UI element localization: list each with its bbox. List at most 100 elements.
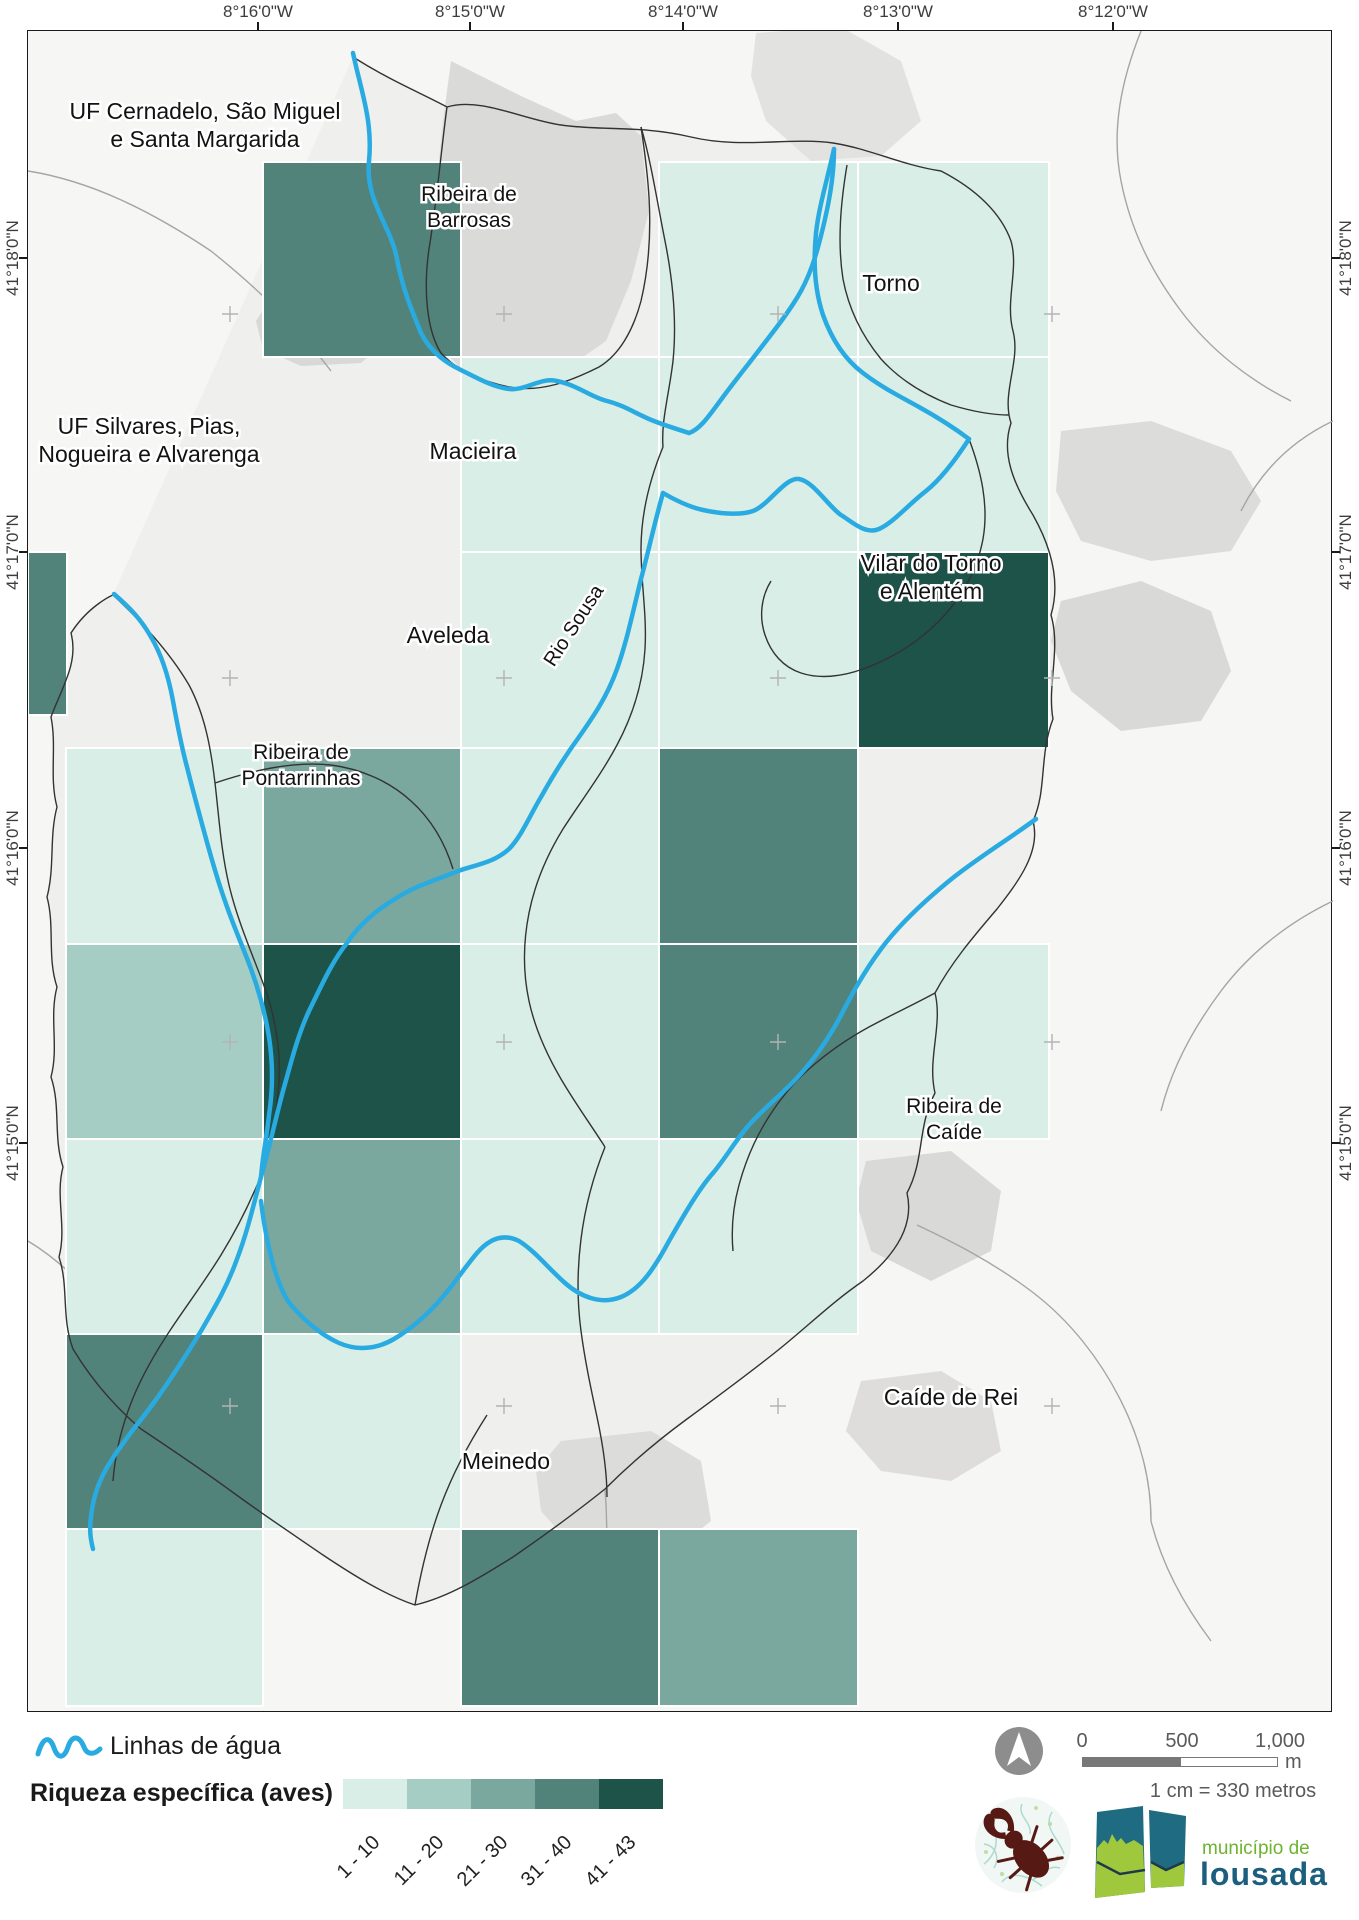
river-line [87, 490, 666, 1552]
latitude-tick [19, 1142, 27, 1144]
grid-cell-1-10 [65, 1138, 264, 1335]
place-label: Aveleda [407, 622, 490, 648]
scalebar-unit: m [1285, 1751, 1302, 1773]
grid-cell-21-30 [262, 1138, 462, 1335]
water-lines-label: Linhas de água [110, 1732, 281, 1760]
grid-cell-21-30 [658, 1528, 859, 1707]
longitude-tick [682, 22, 684, 30]
north-arrow-icon [995, 1727, 1043, 1775]
legend-class-label: 1 - 10 [332, 1831, 385, 1884]
place-label: Macieira [430, 438, 517, 464]
legend-class-label: 41 - 43 [580, 1831, 641, 1891]
grid-cell-1-10 [460, 747, 660, 945]
place-label: Ribeira de [421, 183, 517, 206]
latitude-tick [19, 551, 27, 553]
longitude-tick [897, 22, 899, 30]
longitude-tick [469, 22, 471, 30]
parish-boundary-line [414, 1414, 488, 1606]
place-label: Ribeira de [253, 741, 349, 764]
graticule-cross [1044, 670, 1060, 686]
parish-boundary-line [839, 164, 1010, 416]
latitude-tick [1332, 551, 1340, 553]
legend-swatch-3 [471, 1779, 535, 1809]
place-label: Pontarrinhas [241, 767, 360, 790]
legend-class-label: 21 - 30 [452, 1831, 513, 1891]
grid-cell-1-10 [857, 161, 1050, 358]
river-line [812, 146, 972, 442]
longitude-label: 8°12'0"W [1078, 2, 1148, 21]
graticule-cross [770, 670, 786, 686]
terrain-patch [846, 1371, 1001, 1481]
municipality-logo-text-large: lousada [1200, 1856, 1328, 1892]
latitude-tick [1332, 847, 1340, 849]
river-line [660, 436, 972, 533]
graticule-cross [1044, 306, 1060, 322]
graticule-cross [222, 1034, 238, 1050]
place-label: Vilar do Torno [860, 550, 1001, 576]
place-label: Barrosas [427, 209, 511, 232]
graticule-cross [496, 1398, 512, 1414]
place-label: Nogueira e Alvarenga [38, 441, 259, 467]
grid-cell-1-10 [658, 356, 859, 553]
water-line-sample [35, 1735, 103, 1759]
river-line [111, 591, 275, 1180]
legend-swatch-1 [343, 1779, 407, 1809]
scalebar-number: 0 [1076, 1730, 1088, 1752]
place-label: Caíde [926, 1121, 982, 1144]
river-line [350, 50, 692, 436]
longitude-label: 8°15'0"W [435, 2, 505, 21]
terrain-patch [751, 31, 921, 161]
scale-bar [1082, 1757, 1278, 1767]
outer-boundary-line [1160, 900, 1333, 1112]
place-label: UF Silvares, Pias, [58, 413, 241, 439]
parish-boundary-line [760, 438, 986, 678]
parish-boundary-line [640, 126, 676, 448]
longitude-tick [257, 22, 259, 30]
grid-cell-1-10 [65, 1528, 264, 1707]
grid-cell-1-10 [857, 943, 1050, 1140]
parish-boundary-line [731, 992, 936, 1252]
parish-boundary-line [46, 56, 1056, 1606]
place-label: e Alentém [880, 578, 982, 604]
grid-cell-1-10 [262, 1333, 462, 1530]
scalebar-number: 1,000 [1254, 1730, 1306, 1752]
longitude-label: 8°14'0"W [648, 2, 718, 21]
graticule-cross [770, 1034, 786, 1050]
beetle-logo-icon [975, 1797, 1071, 1893]
grid-cell-1-10 [460, 1138, 660, 1335]
place-label: UF Cernadelo, São Miguel [69, 98, 340, 124]
longitude-tick [1112, 22, 1114, 30]
legend-class-label: 31 - 40 [516, 1831, 577, 1891]
graticule-cross [222, 306, 238, 322]
legend-class-label: 11 - 20 [389, 1831, 449, 1890]
river-line [686, 146, 837, 436]
place-label: Ribeira de [906, 1095, 1002, 1118]
graticule-cross [770, 1398, 786, 1414]
parish-boundary-line [214, 763, 454, 870]
grid-cell-21-30 [262, 747, 462, 945]
grid-cell-1-10 [460, 943, 660, 1140]
scale-ratio-text: 1 cm = 330 metros [1149, 1780, 1317, 1802]
place-label: e Santa Margarida [110, 126, 299, 152]
parish-boundary-line [425, 106, 651, 390]
graticule-cross [1044, 1034, 1060, 1050]
grid-cell-1-10 [658, 551, 859, 749]
graticule-cross [222, 670, 238, 686]
graticule-cross [1044, 1398, 1060, 1414]
parish-boundary-line [112, 1170, 264, 1482]
grid-cell-31-40 [28, 551, 68, 716]
grid-cell-31-40 [460, 1528, 660, 1707]
municipality-logo [1095, 1806, 1186, 1898]
place-label: Meinedo [462, 1448, 550, 1474]
river-line [258, 816, 1039, 1351]
legend-swatch-4 [535, 1779, 599, 1809]
latitude-tick [1332, 1142, 1340, 1144]
outer-boundary-line [916, 1224, 1212, 1642]
municipality-logo-text-small: município de [1202, 1838, 1310, 1859]
scalebar-number: 500 [1165, 1730, 1199, 1752]
grid-cell-1-10 [460, 551, 660, 749]
terrain-patch [423, 61, 649, 383]
outer-boundary-line [1240, 420, 1333, 512]
